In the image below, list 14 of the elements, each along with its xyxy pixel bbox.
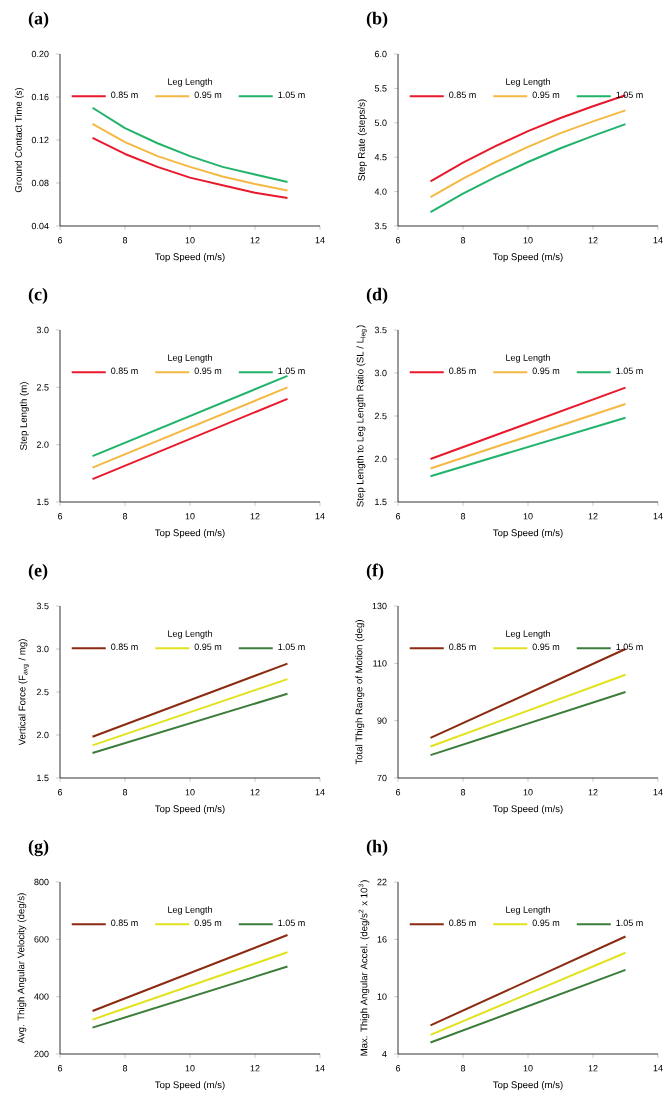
chart-title: (e): [28, 563, 48, 581]
line-series: [91, 106, 289, 183]
chart-title: (f): [366, 563, 384, 581]
chart-title: (g): [28, 839, 49, 857]
chart-title: (d): [366, 287, 388, 305]
chart-title: (c): [28, 287, 48, 305]
line-series: [91, 122, 289, 192]
line-series: [91, 136, 289, 200]
line-series: [429, 94, 627, 183]
chart-title: (b): [366, 11, 388, 29]
line-series: [429, 109, 627, 199]
chart-title: (a): [28, 11, 49, 29]
line-series: [429, 123, 627, 214]
chart-title: (h): [366, 839, 388, 857]
